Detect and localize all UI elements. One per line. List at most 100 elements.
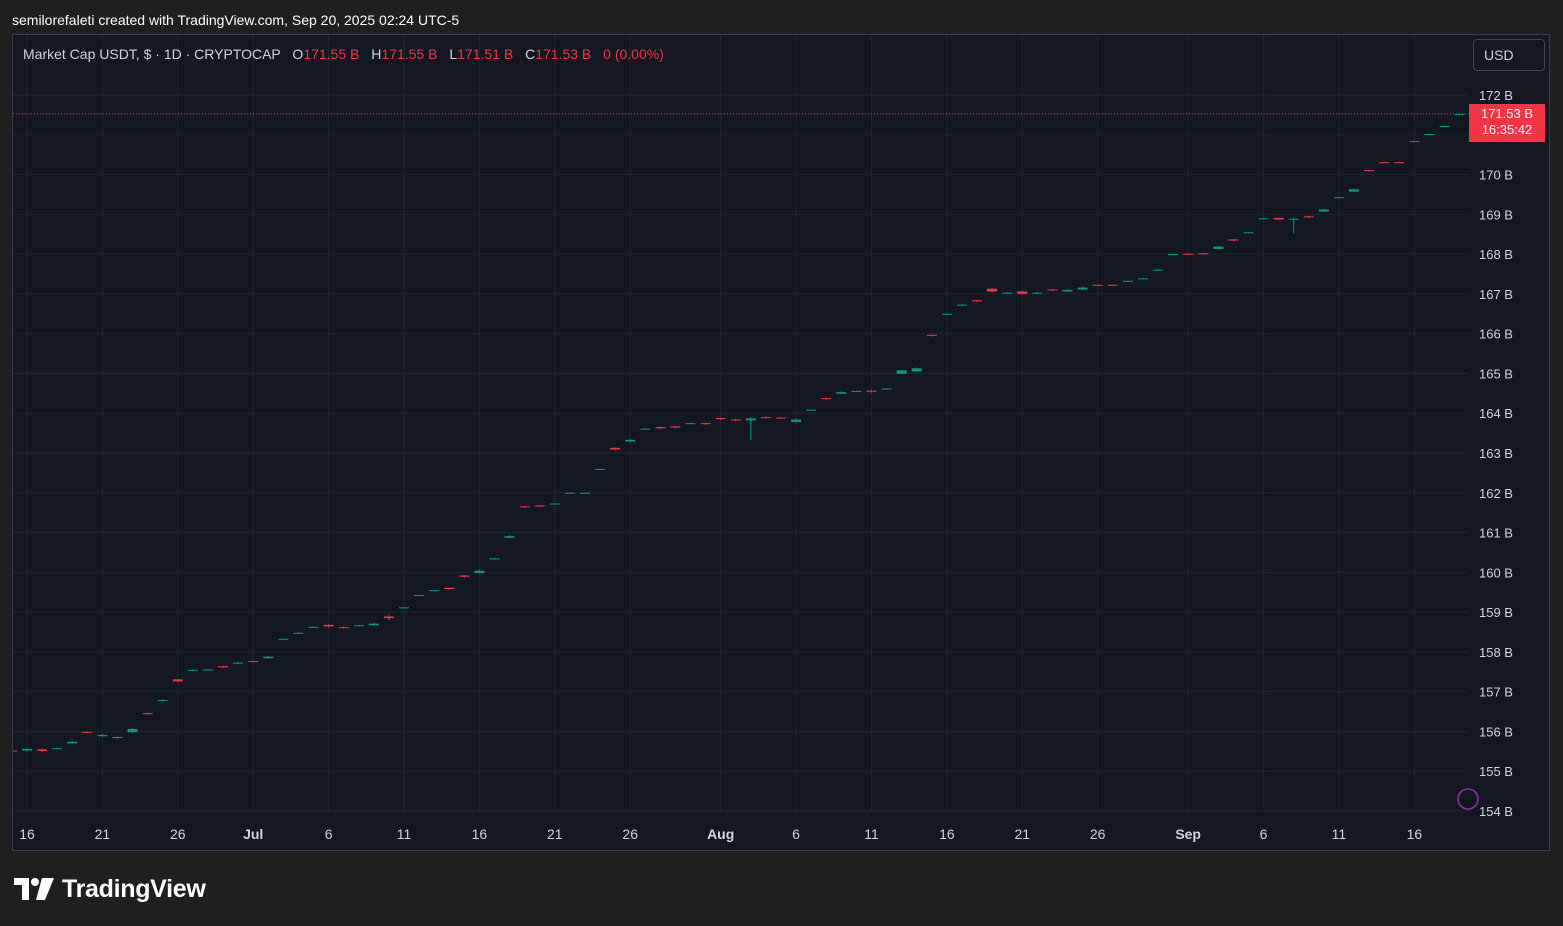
candle[interactable] bbox=[414, 594, 425, 597]
candle[interactable] bbox=[836, 391, 847, 395]
candle[interactable] bbox=[1153, 269, 1163, 271]
candle[interactable] bbox=[112, 736, 123, 739]
candlestick-chart[interactable]: 154 B 155 B 156 B 157 B 158 B 159 B 160 B 161 B… bbox=[13, 35, 1549, 850]
candle[interactable] bbox=[791, 418, 802, 423]
candle[interactable] bbox=[866, 390, 877, 393]
candle[interactable] bbox=[655, 426, 666, 430]
candle[interactable] bbox=[730, 418, 741, 422]
candle[interactable] bbox=[595, 468, 606, 471]
candle[interactable] bbox=[1228, 238, 1239, 242]
candle[interactable] bbox=[1122, 280, 1133, 282]
candle[interactable] bbox=[308, 626, 319, 628]
candle[interactable] bbox=[187, 669, 198, 671]
candle[interactable] bbox=[1454, 113, 1465, 116]
candle[interactable] bbox=[519, 505, 530, 508]
candle[interactable] bbox=[338, 626, 349, 629]
candle[interactable] bbox=[715, 417, 726, 420]
candle[interactable] bbox=[700, 422, 711, 425]
candle[interactable] bbox=[821, 397, 832, 400]
candle[interactable] bbox=[1092, 284, 1103, 286]
candle[interactable] bbox=[1183, 253, 1194, 255]
candle[interactable] bbox=[399, 606, 409, 609]
candle[interactable] bbox=[82, 731, 93, 734]
candle[interactable] bbox=[579, 492, 590, 494]
candle[interactable] bbox=[263, 655, 274, 659]
candle[interactable] bbox=[323, 624, 334, 628]
chart-frame[interactable]: 154 B 155 B 156 B 157 B 158 B 159 B 160 B 161 B… bbox=[12, 34, 1550, 851]
tradingview-logo[interactable]: TradingView bbox=[14, 874, 206, 904]
candle[interactable] bbox=[353, 624, 364, 627]
candle[interactable] bbox=[1047, 289, 1058, 292]
candle[interactable] bbox=[1303, 215, 1314, 218]
candle[interactable] bbox=[293, 632, 304, 634]
candle[interactable] bbox=[97, 734, 108, 737]
candle[interactable] bbox=[1318, 208, 1329, 212]
candle[interactable] bbox=[911, 367, 922, 372]
candle[interactable] bbox=[1258, 217, 1269, 220]
candle[interactable] bbox=[1394, 161, 1405, 164]
candle[interactable] bbox=[1379, 161, 1390, 164]
candle[interactable] bbox=[851, 390, 862, 392]
candle[interactable] bbox=[444, 587, 455, 590]
candle[interactable] bbox=[368, 622, 379, 626]
candle[interactable] bbox=[67, 740, 78, 744]
candle[interactable] bbox=[459, 575, 470, 578]
candle[interactable] bbox=[489, 558, 500, 560]
candle[interactable] bbox=[972, 299, 983, 303]
candle[interactable] bbox=[172, 678, 183, 683]
candle[interactable] bbox=[1333, 196, 1344, 199]
candle[interactable] bbox=[1273, 217, 1284, 221]
candle[interactable] bbox=[881, 388, 892, 390]
candle[interactable] bbox=[640, 427, 651, 430]
candle[interactable] bbox=[429, 589, 440, 592]
candle[interactable] bbox=[278, 638, 289, 640]
candle[interactable] bbox=[22, 748, 32, 752]
candle[interactable] bbox=[383, 615, 394, 621]
candle[interactable] bbox=[233, 661, 244, 664]
candle[interactable] bbox=[13, 749, 17, 752]
candle[interactable] bbox=[956, 304, 967, 306]
candle[interactable] bbox=[1349, 188, 1360, 193]
candle[interactable] bbox=[37, 748, 48, 752]
candle[interactable] bbox=[896, 369, 907, 375]
candle[interactable] bbox=[745, 417, 756, 441]
candle[interactable] bbox=[1243, 231, 1254, 234]
candle[interactable] bbox=[941, 313, 952, 315]
candle[interactable] bbox=[1364, 169, 1375, 172]
candle[interactable] bbox=[1288, 217, 1299, 234]
currency-button[interactable]: USD bbox=[1473, 39, 1545, 71]
candle[interactable] bbox=[142, 712, 153, 715]
candle[interactable] bbox=[534, 505, 545, 507]
candle[interactable] bbox=[987, 288, 998, 293]
candle[interactable] bbox=[670, 425, 681, 429]
candle[interactable] bbox=[1198, 252, 1209, 255]
candle[interactable] bbox=[806, 409, 817, 411]
candle[interactable] bbox=[625, 439, 636, 442]
candle[interactable] bbox=[1032, 291, 1043, 294]
candle[interactable] bbox=[760, 416, 771, 419]
candle[interactable] bbox=[776, 417, 786, 419]
candle[interactable] bbox=[685, 422, 696, 425]
candle[interactable] bbox=[157, 699, 168, 702]
candle[interactable] bbox=[1017, 291, 1028, 295]
candle[interactable] bbox=[1002, 292, 1013, 294]
candle[interactable] bbox=[926, 334, 937, 337]
candle[interactable] bbox=[1439, 125, 1450, 128]
candle[interactable] bbox=[1077, 286, 1088, 290]
candle[interactable] bbox=[248, 660, 259, 663]
candle[interactable] bbox=[504, 535, 515, 539]
candle[interactable] bbox=[549, 503, 560, 505]
candle[interactable] bbox=[1168, 253, 1179, 256]
candle[interactable] bbox=[1137, 277, 1148, 280]
candle[interactable] bbox=[610, 447, 621, 451]
candle[interactable] bbox=[1107, 284, 1118, 286]
candle[interactable] bbox=[202, 668, 213, 671]
candle[interactable] bbox=[1062, 289, 1073, 292]
magnet-indicator-icon[interactable] bbox=[1457, 788, 1479, 810]
candle[interactable] bbox=[1213, 246, 1224, 250]
candle[interactable] bbox=[218, 665, 229, 669]
candle[interactable] bbox=[127, 728, 138, 733]
candle[interactable] bbox=[1409, 140, 1420, 143]
candle[interactable] bbox=[1424, 133, 1435, 136]
candle[interactable] bbox=[564, 492, 575, 494]
